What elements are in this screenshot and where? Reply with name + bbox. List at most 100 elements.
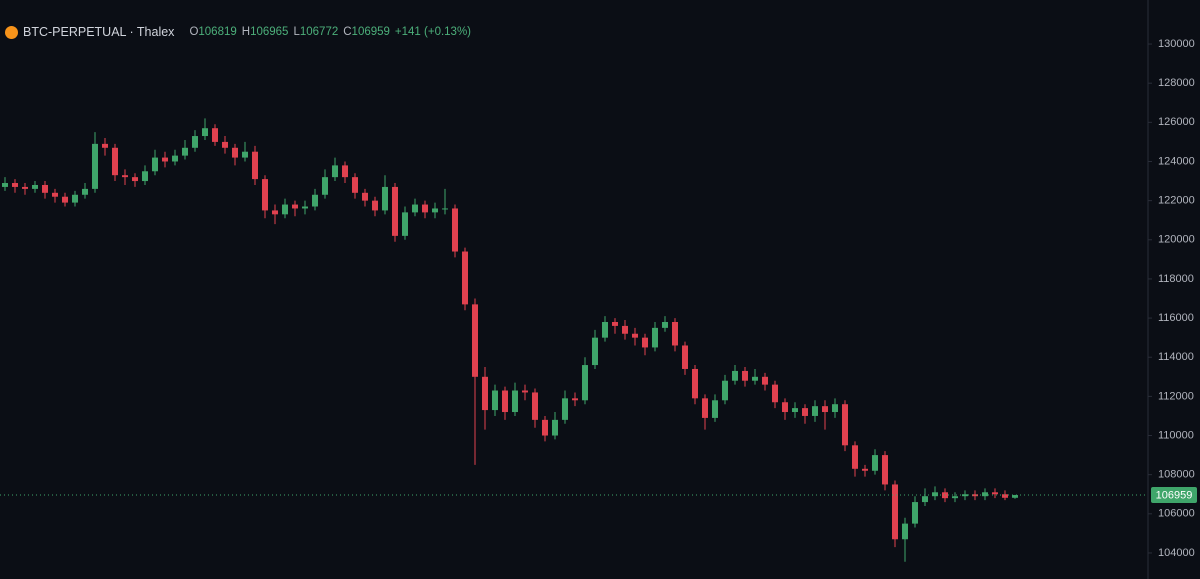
candle-body [872, 455, 878, 471]
candle-body [842, 404, 848, 446]
candle-body [362, 192, 368, 201]
candle-body [252, 151, 258, 180]
candle-body [622, 325, 628, 334]
candle-body [432, 208, 438, 213]
candle-body [812, 406, 818, 416]
y-tick-label: 112000 [1158, 390, 1194, 402]
candle-body [462, 251, 468, 305]
candle-body [582, 365, 588, 401]
candle-body [752, 376, 758, 381]
candle-body [762, 376, 768, 385]
y-tick-label: 128000 [1158, 77, 1195, 89]
candle-body [782, 402, 788, 413]
candle-body [222, 141, 228, 148]
symbol-icon [5, 25, 18, 39]
candle-body [692, 368, 698, 399]
candle-body [422, 204, 428, 213]
candle-body [142, 171, 148, 182]
y-tick-label: 130000 [1158, 38, 1195, 50]
ohlc-value: 106965 [250, 26, 289, 38]
candle-body [502, 390, 508, 413]
candle-body [912, 502, 918, 524]
candle-body [672, 321, 678, 346]
candle-body [652, 327, 658, 348]
candle-body [932, 492, 938, 497]
candle-body [482, 376, 488, 411]
candle-body [562, 398, 568, 420]
ohlc-value: 106772 [299, 26, 339, 38]
candle-body [512, 390, 518, 413]
y-tick-label: 104000 [1158, 547, 1195, 559]
candle-body [712, 400, 718, 418]
candle-body [202, 128, 208, 137]
candle-body [922, 496, 928, 503]
change: +141 (+0.13%) [394, 26, 472, 38]
candle-body [1002, 494, 1008, 498]
ohlc-label: L [293, 26, 300, 38]
candle-body [522, 390, 528, 393]
candle-body [442, 208, 448, 210]
ohlc-label: O [189, 26, 199, 38]
candle-body [372, 200, 378, 211]
candle-body [352, 177, 358, 193]
candle-body [492, 390, 498, 411]
candle-body [702, 398, 708, 418]
candle-body [292, 204, 298, 209]
candle-body [822, 406, 828, 413]
candle-body [952, 496, 958, 499]
candle-body [972, 494, 978, 497]
candle-body [392, 186, 398, 236]
candle-body [342, 165, 348, 178]
candle-body [862, 468, 868, 471]
candle-body [182, 147, 188, 156]
candle-body [322, 177, 328, 195]
candle-body [902, 523, 908, 540]
ohlc-value: 106959 [351, 26, 390, 38]
candle-body [282, 204, 288, 215]
candle-body [452, 208, 458, 252]
candle-body [192, 136, 198, 148]
candle-body [882, 455, 888, 485]
candle-body [592, 337, 598, 366]
candle-body [412, 204, 418, 213]
candle-body [772, 384, 778, 403]
candle-body [722, 380, 728, 401]
candle-body [892, 484, 898, 540]
candle-body [82, 188, 88, 195]
ohlc-label: H [241, 26, 251, 38]
candle-body [632, 333, 638, 338]
ohlc-value: 106819 [198, 26, 237, 38]
last-price-label: 106959 [1156, 489, 1193, 501]
candle-body [22, 186, 28, 189]
candle-body [802, 408, 808, 416]
candle-body [742, 370, 748, 381]
y-tick-label: 118000 [1158, 273, 1194, 285]
candle-body [152, 157, 158, 172]
candle-body [122, 175, 128, 178]
y-tick-label: 124000 [1158, 155, 1195, 167]
candle-body [852, 445, 858, 469]
candle-body [532, 392, 538, 420]
candle-body [642, 337, 648, 348]
candle-body [542, 419, 548, 436]
y-tick-label: 106000 [1158, 508, 1195, 520]
candle-body [982, 492, 988, 497]
candle-body [92, 143, 98, 189]
candle-body [2, 183, 8, 187]
candle-body [12, 183, 18, 187]
candle-body [402, 212, 408, 236]
candle-body [72, 194, 78, 203]
y-tick-label: 110000 [1158, 429, 1194, 441]
candle-body [472, 304, 478, 377]
candle-body [832, 404, 838, 413]
candle-body [242, 151, 248, 158]
y-tick-label: 122000 [1158, 195, 1195, 207]
candle-body [602, 321, 608, 338]
candle-body [32, 184, 38, 189]
candle-body [1012, 495, 1018, 498]
candle-body [232, 147, 238, 158]
candle-body [792, 408, 798, 413]
candle-body [552, 419, 558, 436]
legend-header: BTC-PERPETUAL · Thalex O 106819 H 106965 L… [5, 24, 471, 40]
candle-body [112, 147, 118, 176]
